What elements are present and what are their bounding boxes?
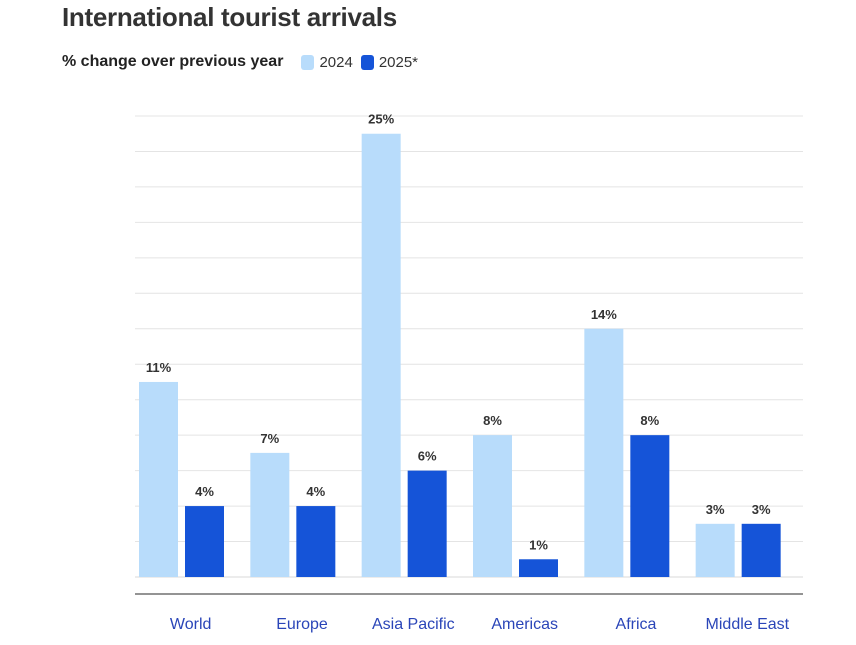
data-label-world-2024: 11%	[146, 360, 172, 375]
bar-americas-2025	[519, 559, 558, 577]
legend-item-2025[interactable]: 2025*	[360, 53, 419, 71]
legend-label-2024: 2024	[319, 53, 353, 71]
legend-swatch-2024	[301, 54, 315, 70]
chart-header: % change over previous year 2024 2025*	[62, 53, 426, 71]
x-tick-label-europe: Europe	[276, 616, 328, 633]
x-tick-label-asia-pacific: Asia Pacific	[372, 616, 455, 633]
bar-americas-2024	[473, 435, 512, 577]
data-label-middle-east-2025: 3%	[752, 502, 771, 517]
bar-middle-east-2025	[741, 523, 781, 577]
bar-world-2025	[185, 506, 224, 577]
bar-world-2024	[139, 381, 178, 577]
bar-africa-2025	[630, 435, 670, 577]
legend-label-2025: 2025*	[378, 53, 419, 71]
chart-subtitle: % change over previous year	[62, 53, 284, 70]
bar-africa-2024	[584, 328, 624, 577]
data-label-europe-2024: 7%	[260, 431, 279, 446]
x-tick-label-africa: Africa	[616, 616, 657, 633]
data-label-middle-east-2024: 3%	[706, 502, 725, 517]
bar-asia-pacific-2025	[407, 470, 447, 577]
data-label-europe-2025: 4%	[306, 484, 325, 499]
x-tick-label-americas: Americas	[491, 616, 558, 633]
data-label-asia-pacific-2025: 6%	[418, 449, 437, 464]
bar-europe-2024	[250, 452, 290, 577]
bar-middle-east-2024	[695, 523, 735, 577]
data-label-world-2025: 4%	[195, 484, 214, 499]
data-label-asia-pacific-2024: 25%	[368, 112, 394, 127]
chart-title: International tourist arrivals	[62, 2, 397, 32]
data-label-africa-2025: 8%	[640, 413, 659, 428]
legend-item-2024[interactable]: 2024	[301, 53, 353, 71]
legend-swatch-2025	[360, 54, 374, 70]
x-tick-label-middle-east: Middle East	[706, 616, 790, 633]
bar-europe-2025	[296, 506, 336, 577]
data-label-americas-2025: 1%	[529, 537, 548, 552]
bar-asia-pacific-2024	[361, 133, 401, 577]
data-label-americas-2024: 8%	[483, 413, 502, 428]
data-label-africa-2024: 14%	[591, 307, 617, 322]
x-tick-label-world: World	[170, 616, 212, 633]
